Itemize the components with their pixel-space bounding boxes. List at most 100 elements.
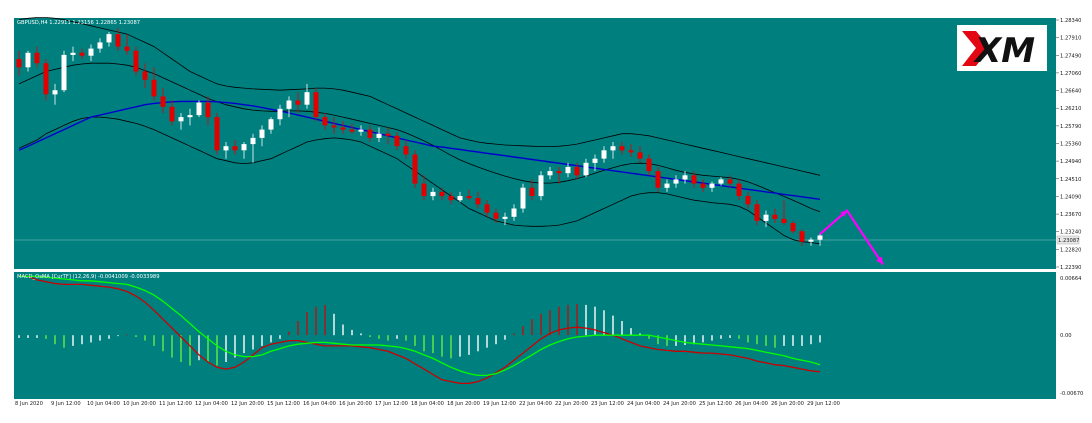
time-axis-label: 22 Jun 20:00 xyxy=(555,401,588,407)
candle-body xyxy=(565,167,571,174)
time-axis-label: 29 Jun 12:00 xyxy=(807,401,840,407)
candle-body xyxy=(205,102,211,118)
candle-body xyxy=(241,144,247,151)
bb-upper-line xyxy=(18,17,821,176)
candle-body xyxy=(25,52,31,68)
candle-body xyxy=(619,146,625,151)
price-axis-label: 1.28340 xyxy=(1060,18,1081,24)
candle-body xyxy=(376,133,382,138)
candle-body xyxy=(628,150,634,153)
candle-body xyxy=(223,146,229,151)
price-axis: 1.28340 1.27910 1.27490 1.27060 1.26640 1.262… xyxy=(1056,18,1081,271)
osma-histogram xyxy=(18,304,821,366)
price-axis-label: 1.27910 xyxy=(1060,36,1081,42)
time-axis-label: 25 Jun 12:00 xyxy=(699,401,732,407)
candle-body xyxy=(43,63,49,95)
xm-logo-red-mark xyxy=(962,31,990,66)
price-axis-strip xyxy=(1056,18,1078,269)
candle-body xyxy=(322,117,328,126)
osc-axis: 0.00664 0.00 -0.00670 xyxy=(1060,276,1083,397)
candle-body xyxy=(421,183,427,197)
time-axis-label: 24 Jun 04:00 xyxy=(627,401,660,407)
candle-body xyxy=(646,158,652,172)
candle-body xyxy=(547,171,553,176)
candle-body xyxy=(169,106,175,122)
candle-body xyxy=(709,183,715,188)
candle-body xyxy=(178,117,184,122)
candle-body xyxy=(403,146,409,155)
candle-body xyxy=(124,46,130,51)
candle-body xyxy=(655,171,661,188)
time-axis-label: 15 Jun 12:00 xyxy=(267,401,300,407)
candle-body xyxy=(556,171,562,174)
candle-body xyxy=(673,179,679,184)
osc-axis-label: 0.00 xyxy=(1060,333,1072,339)
candle-body xyxy=(115,34,121,47)
osc-axis-label: -0.00670 xyxy=(1060,391,1083,397)
xm-logo-text: XM xyxy=(973,31,1035,71)
time-axis-label: 8 Jun 2020 xyxy=(15,401,43,407)
candle-body xyxy=(97,42,103,49)
time-axis-label: 12 Jun 04:00 xyxy=(195,401,228,407)
candle-body xyxy=(313,92,319,118)
bb-middle-line xyxy=(18,62,821,213)
candle-body xyxy=(439,191,445,197)
time-axis-label: 10 Jun 04:00 xyxy=(87,401,120,407)
candle-body xyxy=(259,129,265,138)
price-axis-label: 1.26210 xyxy=(1060,106,1081,112)
time-axis-label: 22 Jun 04:00 xyxy=(519,401,552,407)
candle-body xyxy=(457,196,463,201)
candle-body xyxy=(448,196,454,201)
time-axis-label: 24 Jun 20:00 xyxy=(663,401,696,407)
ma-line xyxy=(18,100,821,200)
candle-body xyxy=(763,214,769,221)
candle-body xyxy=(808,239,814,242)
candle-body xyxy=(700,183,706,188)
price-axis-label: 1.22820 xyxy=(1060,247,1081,253)
time-axis-label: 18 Jun 04:00 xyxy=(411,401,444,407)
price-axis-label: 1.25790 xyxy=(1060,124,1081,130)
candle-body xyxy=(151,79,157,97)
candle-body xyxy=(691,175,697,184)
candle-body xyxy=(574,167,580,176)
candle-body xyxy=(277,108,283,120)
candle-body xyxy=(61,54,67,91)
price-axis-label: 1.27490 xyxy=(1060,53,1081,59)
candle-body xyxy=(718,179,724,184)
price-axis-label: 1.26640 xyxy=(1060,89,1081,95)
candle-body xyxy=(16,59,22,68)
candle-body xyxy=(493,212,499,219)
candle-body xyxy=(70,52,76,55)
candle-body xyxy=(601,150,607,159)
xm-logo: XM xyxy=(957,25,1047,71)
candle-body xyxy=(511,208,517,217)
candles xyxy=(16,27,823,246)
candle-body xyxy=(610,146,616,151)
candle-body xyxy=(637,152,643,159)
price-axis-label: 1.27060 xyxy=(1060,71,1081,77)
time-axis-label: 10 Jun 20:00 xyxy=(123,401,156,407)
bb-lower-line xyxy=(18,116,821,245)
candle-body xyxy=(664,183,670,188)
indicator-line: MACD_OsMA [CurTF] (12,26,9) -0.0041009 -… xyxy=(17,274,160,280)
candle-body xyxy=(412,154,418,184)
candle-body xyxy=(133,50,139,72)
candle-body xyxy=(466,196,472,199)
candle-body xyxy=(817,235,823,240)
candle-body xyxy=(754,204,760,221)
candle-body xyxy=(529,187,535,196)
price-tag xyxy=(1056,235,1080,245)
time-axis-label: 23 Jun 12:00 xyxy=(591,401,624,407)
price-axis-label: 1.22390 xyxy=(1060,265,1081,271)
time-axis-label: 19 Jun 12:00 xyxy=(483,401,516,407)
time-axis-label: 11 Jun 12:00 xyxy=(159,401,192,407)
time-axis-label: 16 Jun 20:00 xyxy=(339,401,372,407)
candle-body xyxy=(34,52,40,64)
osc-axis-strip xyxy=(1056,272,1078,399)
arrow-head xyxy=(876,256,883,265)
candle-body xyxy=(250,137,256,145)
candle-body xyxy=(349,129,355,132)
candle-body xyxy=(367,129,373,138)
candle-body xyxy=(187,115,193,118)
candle-body xyxy=(385,133,391,136)
